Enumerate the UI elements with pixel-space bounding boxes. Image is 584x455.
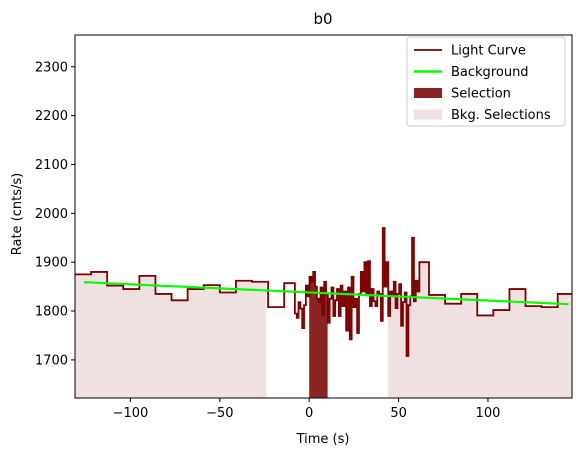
y-tick-label: 2200 [35, 109, 68, 124]
legend-swatch [414, 88, 442, 98]
y-tick-label: 1800 [35, 305, 68, 320]
y-tick-label: 2000 [35, 207, 68, 222]
background-line [83, 281, 569, 306]
y-axis: 1700 1800 1900 2000 2100 2200 2300 [35, 60, 75, 368]
plot-frame [74, 34, 573, 399]
x-tick-label: 0 [305, 406, 313, 421]
y-tick-label: 1900 [35, 256, 68, 271]
x-tick-label: −100 [113, 406, 149, 421]
legend-label: Light Curve [451, 44, 526, 59]
selection-region [309, 271, 328, 398]
y-axis-label: Rate (cnts/s) [10, 173, 25, 256]
x-tick-label: 100 [476, 406, 501, 421]
x-axis-label: Time (s) [296, 432, 350, 447]
legend-box [406, 36, 566, 127]
x-tick-label: 50 [390, 406, 407, 421]
x-tick-label: −50 [206, 406, 233, 421]
x-axis: −100 −50 0 50 100 [113, 398, 501, 421]
legend: Light Curve Background Selection Bkg. Selec… [406, 36, 566, 127]
bkg-selection-1 [387, 237, 572, 398]
light-curve-line [75, 227, 572, 357]
bkg-selection-0 [75, 271, 267, 398]
chart-title: b0 [313, 10, 332, 28]
plot-area [75, 227, 572, 398]
legend-swatch [414, 109, 442, 120]
y-tick-label: 2300 [35, 60, 68, 75]
y-tick-label: 2100 [35, 158, 68, 173]
legend-label: Selection [451, 87, 511, 102]
y-tick-label: 1700 [35, 353, 68, 368]
legend-label: Background [451, 65, 529, 80]
legend-label: Bkg. Selections [451, 108, 551, 123]
